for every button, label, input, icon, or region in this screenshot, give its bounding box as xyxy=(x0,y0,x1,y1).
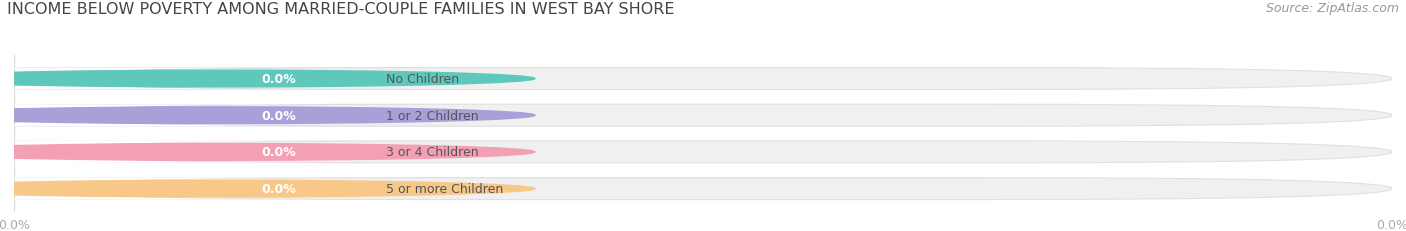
FancyBboxPatch shape xyxy=(14,178,1392,200)
FancyBboxPatch shape xyxy=(0,68,427,90)
Text: 0.0%: 0.0% xyxy=(262,146,297,159)
Circle shape xyxy=(0,144,534,161)
Text: 0.0%: 0.0% xyxy=(262,182,297,195)
FancyBboxPatch shape xyxy=(14,105,1392,127)
FancyBboxPatch shape xyxy=(0,141,427,163)
Text: 0.0%: 0.0% xyxy=(262,109,297,122)
FancyBboxPatch shape xyxy=(14,68,1392,90)
Text: 1 or 2 Children: 1 or 2 Children xyxy=(387,109,478,122)
FancyBboxPatch shape xyxy=(0,105,427,127)
FancyBboxPatch shape xyxy=(0,141,427,163)
FancyBboxPatch shape xyxy=(0,105,427,127)
Text: Source: ZipAtlas.com: Source: ZipAtlas.com xyxy=(1265,2,1399,15)
Circle shape xyxy=(0,180,534,197)
FancyBboxPatch shape xyxy=(0,68,427,90)
FancyBboxPatch shape xyxy=(0,178,427,200)
Text: INCOME BELOW POVERTY AMONG MARRIED-COUPLE FAMILIES IN WEST BAY SHORE: INCOME BELOW POVERTY AMONG MARRIED-COUPL… xyxy=(7,2,675,17)
FancyBboxPatch shape xyxy=(14,141,1392,163)
Text: 5 or more Children: 5 or more Children xyxy=(387,182,503,195)
Text: 0.0%: 0.0% xyxy=(262,73,297,86)
Circle shape xyxy=(0,71,534,88)
FancyBboxPatch shape xyxy=(0,178,427,200)
Text: 3 or 4 Children: 3 or 4 Children xyxy=(387,146,478,159)
Circle shape xyxy=(0,107,534,124)
Text: No Children: No Children xyxy=(387,73,460,86)
